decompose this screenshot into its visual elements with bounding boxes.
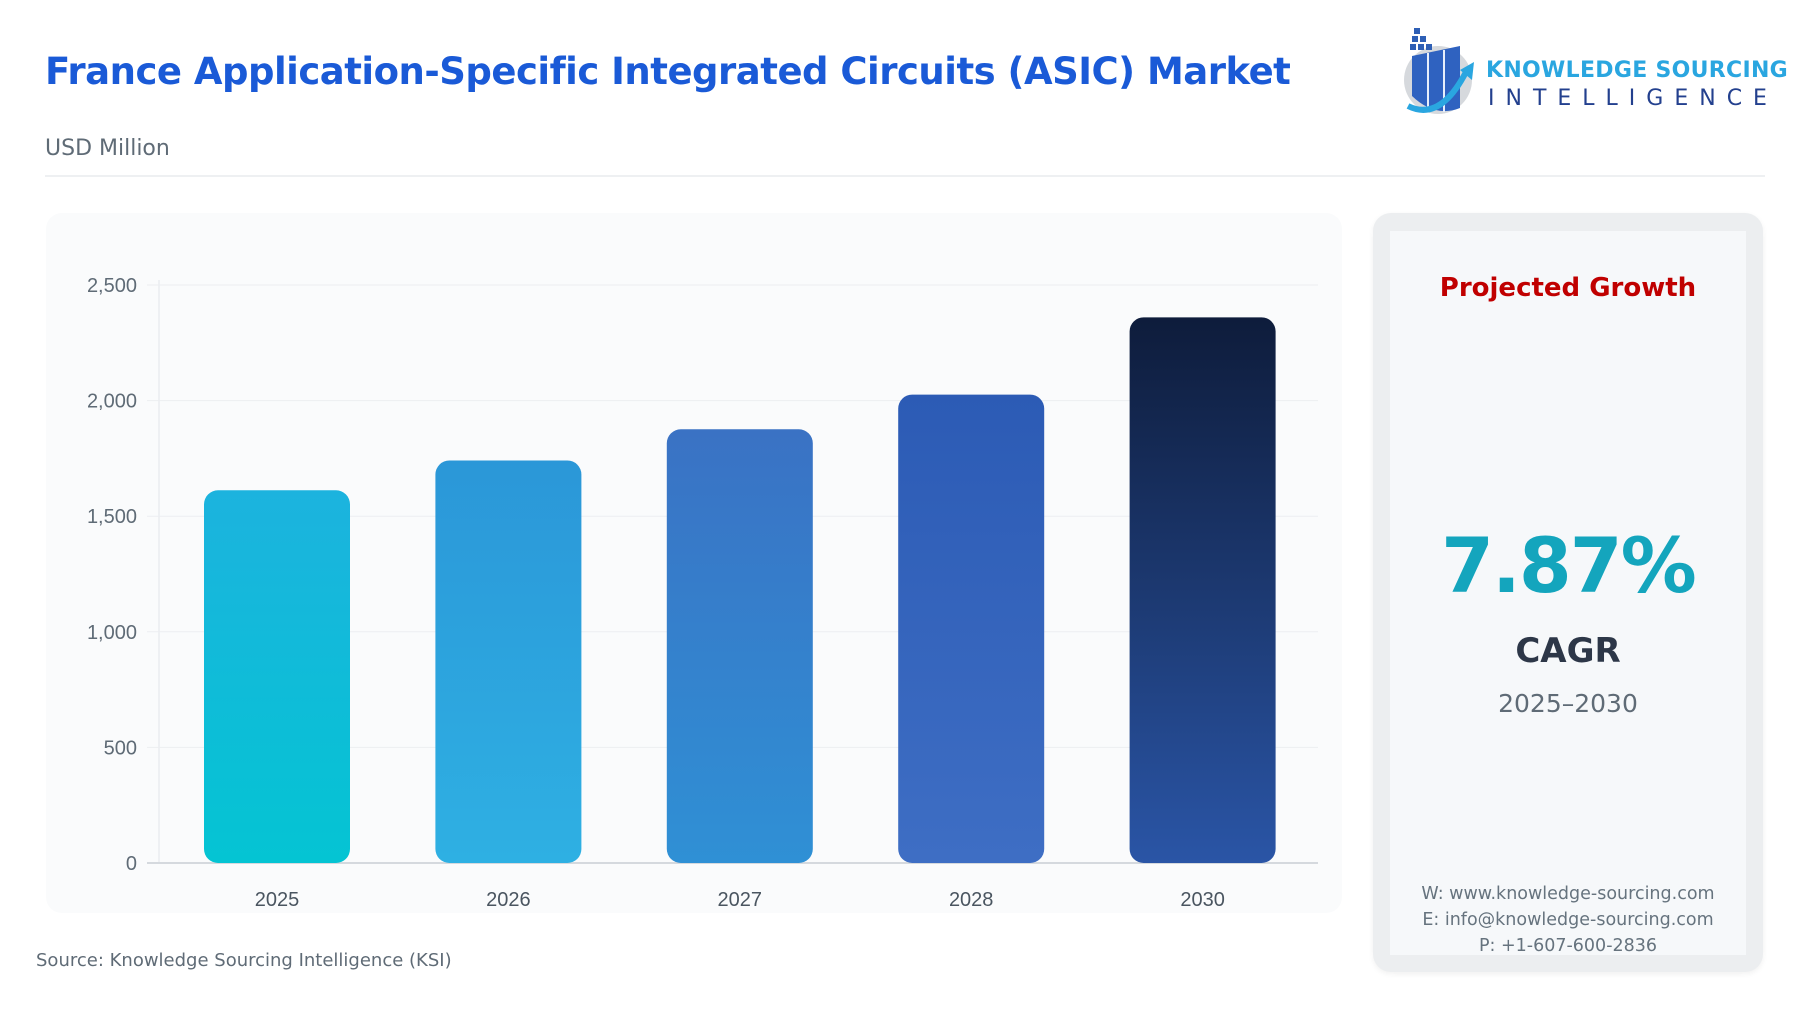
bar-2028[interactable] bbox=[898, 394, 1045, 863]
panel-heading: Projected Growth bbox=[1439, 273, 1697, 303]
contact-email[interactable]: E: info@knowledge-sourcing.com bbox=[1422, 910, 1714, 930]
company-logo: KNOWLEDGE SOURCING INTELLIGENCE bbox=[1400, 26, 1788, 118]
logo-text-line1: KNOWLEDGE SOURCING bbox=[1486, 58, 1789, 83]
x-tick-label: 2028 bbox=[949, 889, 994, 911]
y-tick-label: 500 bbox=[104, 737, 137, 759]
bar-2026[interactable] bbox=[435, 460, 582, 863]
y-tick-label: 2,500 bbox=[87, 275, 137, 297]
divider bbox=[45, 175, 1765, 177]
source-note: Source: Knowledge Sourcing Intelligence … bbox=[36, 950, 452, 971]
bar-2025[interactable] bbox=[204, 490, 350, 863]
x-tick-label: 2026 bbox=[486, 889, 531, 911]
contact-phone: P: +1-607-600-2836 bbox=[1478, 936, 1658, 956]
logo-icon bbox=[1404, 28, 1474, 114]
bar-2030[interactable] bbox=[1129, 317, 1276, 863]
contact-website[interactable]: W: www.knowledge-sourcing.com bbox=[1421, 884, 1715, 904]
logo-text-line2: INTELLIGENCE bbox=[1488, 86, 1778, 111]
cagr-value: 7.87% bbox=[1441, 521, 1697, 610]
x-tick-label: 2025 bbox=[255, 889, 300, 911]
unit-subtitle: USD Million bbox=[45, 136, 170, 161]
contact-info: W: www.knowledge-sourcing.com E: info@kn… bbox=[1390, 881, 1746, 959]
cagr-period: 2025–2030 bbox=[1498, 689, 1638, 718]
x-tick-label: 2027 bbox=[718, 889, 763, 911]
y-tick-label: 0 bbox=[126, 853, 137, 875]
y-tick-label: 1,000 bbox=[87, 622, 137, 644]
y-tick-label: 1,500 bbox=[87, 506, 137, 528]
page-title: France Application-Specific Integrated C… bbox=[45, 50, 1291, 93]
cagr-label: CAGR bbox=[1515, 631, 1621, 671]
growth-panel: Projected Growth 7.87% CAGR 2025–2030 W:… bbox=[1373, 213, 1763, 972]
bar-2027[interactable] bbox=[666, 429, 813, 863]
x-tick-label: 2030 bbox=[1180, 889, 1225, 911]
y-tick-label: 2,000 bbox=[87, 391, 137, 413]
